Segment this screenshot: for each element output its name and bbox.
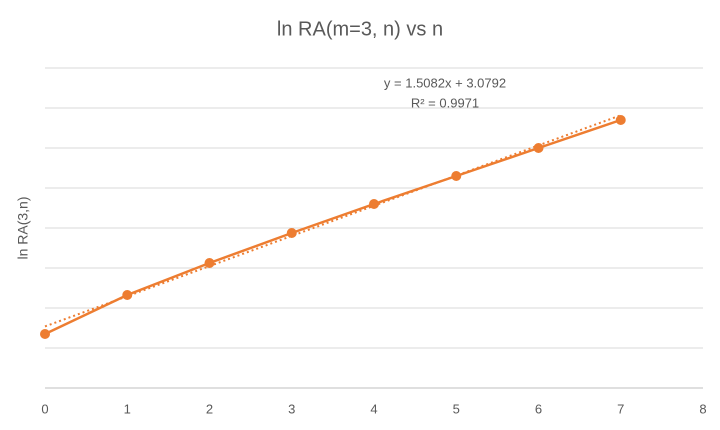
data-point xyxy=(204,258,215,268)
x-tick-label: 8 xyxy=(699,401,706,416)
trendline xyxy=(44,114,622,328)
series-line xyxy=(44,118,622,336)
x-tick-label: 7 xyxy=(617,401,624,416)
data-point xyxy=(615,115,626,125)
data-point xyxy=(122,290,133,300)
chart-title: ln RA(m=3, n) vs n xyxy=(277,18,443,40)
data-point xyxy=(533,143,544,153)
x-tick-label: 6 xyxy=(535,401,542,416)
trendline-r-squared: R² = 0.9971 xyxy=(411,95,479,110)
x-tick-label: 5 xyxy=(453,401,460,416)
data-point xyxy=(40,329,50,339)
x-tick-label: 0 xyxy=(41,401,48,416)
x-tick-label: 4 xyxy=(370,401,377,416)
y-axis-label: ln RA(3,n) xyxy=(15,196,31,259)
data-point xyxy=(369,199,379,209)
data-point xyxy=(286,228,297,238)
x-tick-label: 1 xyxy=(124,401,131,416)
trendline-equation: y = 1.5082x + 3.0792 xyxy=(384,75,506,90)
x-tick-label: 3 xyxy=(288,401,295,416)
x-tick-label: 2 xyxy=(206,401,213,416)
data-point xyxy=(451,171,462,181)
